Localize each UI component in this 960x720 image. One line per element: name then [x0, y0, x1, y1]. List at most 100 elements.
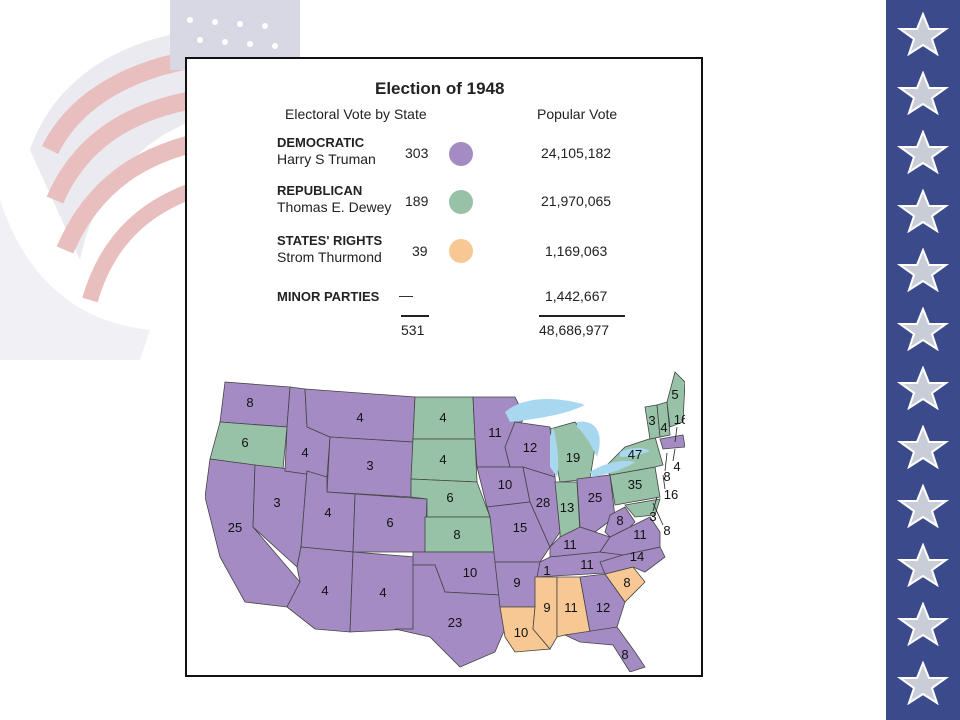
star-icon	[896, 12, 950, 56]
ev-ia: 10	[498, 477, 512, 492]
ev-nj: 16	[664, 487, 678, 502]
star-icon	[896, 425, 950, 469]
candidate-thurmond: Strom Thurmond	[277, 249, 382, 265]
state-tx	[394, 564, 511, 668]
state-ga	[579, 573, 626, 633]
ev-co: 6	[386, 515, 393, 530]
ev-ar: 9	[513, 575, 520, 590]
star-icon	[896, 307, 950, 351]
star-icon	[896, 602, 950, 646]
ev-vt: 3	[648, 413, 655, 428]
ev-mn: 11	[488, 425, 502, 440]
star-icon	[896, 661, 950, 705]
popular-republican: 21,970,065	[541, 193, 612, 209]
ev-ca: 25	[228, 520, 242, 535]
ev-ma: 16	[674, 412, 685, 427]
ev-mt: 4	[356, 410, 363, 425]
ev-ks: 8	[453, 527, 460, 542]
ev-az: 4	[321, 583, 328, 598]
democratic-swatch	[449, 142, 473, 166]
ev-id: 4	[301, 445, 308, 460]
state-il	[522, 466, 561, 548]
callout-line-md	[652, 502, 664, 526]
ev-ne: 6	[446, 490, 453, 505]
star-icon	[896, 130, 950, 174]
star-icon	[896, 189, 950, 233]
popular-states-rights: 1,169,063	[545, 243, 608, 259]
ev-md: 8	[663, 523, 670, 538]
state-nh	[656, 401, 671, 438]
electoral-democratic: 303	[405, 145, 429, 161]
us-electoral-map: 8 6 25 3 4 4 3 4 6 4 4 4 4 6 8 10 23 11 …	[205, 371, 685, 672]
ev-nh: 4	[660, 420, 667, 435]
ev-sd: 4	[439, 452, 446, 467]
state-me	[666, 371, 685, 428]
popular-minor: 1,442,667	[545, 288, 608, 304]
ev-ny: 47	[628, 447, 642, 462]
ev-or: 6	[241, 435, 248, 450]
star-icon	[896, 366, 950, 410]
callout-line-ri	[672, 448, 676, 462]
ev-ms: 9	[543, 600, 550, 615]
ev-oh: 25	[588, 490, 602, 505]
ev-tx: 23	[448, 615, 462, 630]
callout-line-nj	[662, 474, 666, 490]
ev-la: 10	[514, 625, 528, 640]
ev-wi: 12	[523, 440, 537, 455]
popular-column-header: Popular Vote	[537, 106, 618, 122]
popular-total: 48,686,977	[539, 322, 610, 338]
electoral-republican: 189	[405, 193, 429, 209]
state-wv	[604, 506, 636, 538]
popular-democratic: 24,105,182	[541, 145, 612, 161]
ev-wy: 3	[366, 458, 373, 473]
lake-michigan	[550, 427, 559, 477]
ev-mo: 15	[513, 520, 527, 535]
star-icon	[896, 71, 950, 115]
ev-nv: 3	[273, 495, 280, 510]
party-minor-label: MINOR PARTIES	[277, 289, 380, 304]
electoral-column-header: Electoral Vote by State	[285, 106, 427, 122]
ev-wv: 8	[616, 513, 623, 528]
state-ma	[659, 434, 685, 450]
ev-ok: 10	[463, 565, 477, 580]
ev-nc: 14	[630, 549, 644, 564]
ev-wa: 8	[246, 395, 253, 410]
ev-tn-split: 1	[543, 563, 550, 578]
state-va	[599, 516, 661, 556]
electoral-total: 531	[401, 322, 425, 338]
ev-sc: 8	[623, 575, 630, 590]
ev-ct: 8	[663, 469, 670, 484]
ev-in: 13	[560, 500, 574, 515]
election-map-panel: Election of 1948 Electoral Vote by State…	[185, 57, 703, 677]
lake-huron	[577, 421, 600, 457]
electoral-total-rule	[401, 315, 429, 317]
state-fl	[563, 626, 646, 672]
ev-va: 11	[633, 527, 647, 542]
state-wa	[219, 381, 291, 428]
ev-al: 11	[564, 600, 578, 615]
star-icon	[896, 543, 950, 587]
ev-ri: 4	[673, 459, 680, 474]
ev-de: 3	[649, 509, 656, 524]
ev-nm: 4	[379, 585, 386, 600]
star-icon	[896, 248, 950, 292]
callout-line-ct	[664, 452, 668, 472]
state-md	[624, 498, 661, 518]
ev-ut: 4	[324, 505, 331, 520]
lake-superior	[505, 399, 585, 422]
ev-me: 5	[671, 387, 678, 402]
ev-ga: 12	[596, 600, 610, 615]
electoral-states-rights: 39	[412, 243, 428, 259]
callout-line-de	[652, 496, 658, 512]
ev-ky: 11	[563, 537, 577, 552]
electoral-minor: —	[399, 287, 413, 303]
lake-erie	[590, 460, 635, 477]
candidate-dewey: Thomas E. Dewey	[277, 199, 392, 215]
ev-tn: 11	[580, 557, 594, 572]
ev-mi: 19	[566, 450, 580, 465]
star-icon	[896, 484, 950, 528]
states-rights-swatch	[449, 239, 473, 263]
callout-line-ma	[674, 426, 678, 443]
republican-swatch	[449, 190, 473, 214]
ev-fl: 8	[621, 647, 628, 662]
